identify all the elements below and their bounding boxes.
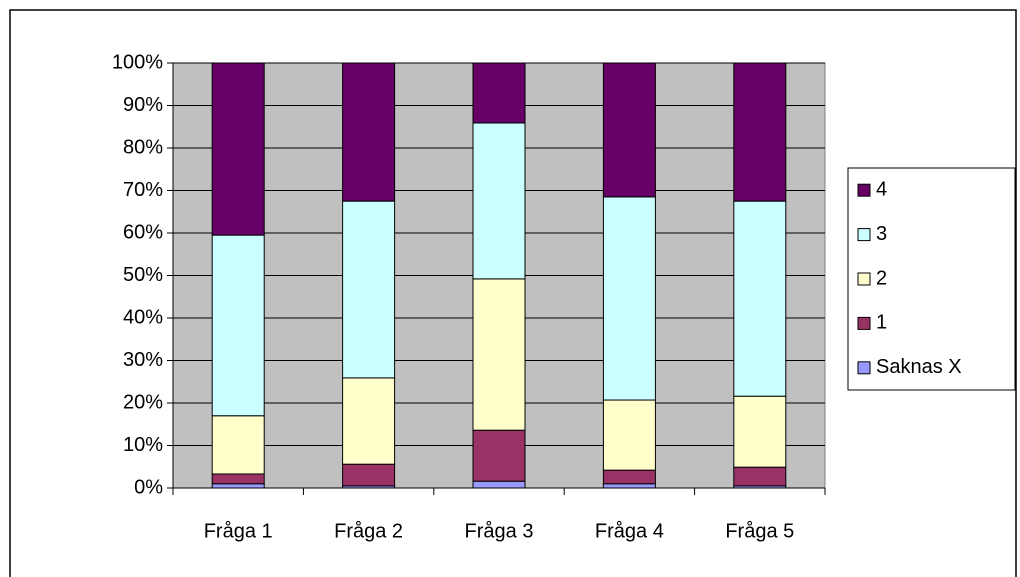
bar-segment <box>733 466 787 487</box>
bar-segment <box>472 278 526 431</box>
bar-segment <box>211 473 265 485</box>
bar-segment <box>472 480 526 489</box>
bar-segment <box>602 469 656 485</box>
bar-segment <box>733 200 787 397</box>
bar-segment <box>602 483 656 489</box>
y-tick-label: 40% <box>123 306 163 328</box>
bar-segment <box>472 429 526 482</box>
bar-segment <box>472 62 526 124</box>
bar-segment <box>211 62 265 236</box>
legend-swatch <box>857 272 871 286</box>
bar-segment <box>211 415 265 475</box>
legend-label: Saknas X <box>876 356 962 378</box>
y-tick-label: 90% <box>123 94 163 116</box>
y-tick-label: 60% <box>123 221 163 243</box>
legend-swatch <box>857 361 871 375</box>
legend-label: 3 <box>876 223 887 245</box>
legend-swatch <box>857 228 871 242</box>
legend-label: 4 <box>876 178 887 200</box>
y-tick-label: 50% <box>123 264 163 286</box>
bar-segment <box>211 234 265 417</box>
y-tick-label: 20% <box>123 391 163 413</box>
bar-segment <box>342 62 396 202</box>
y-tick-label: 80% <box>123 136 163 158</box>
bar-segment <box>733 62 787 202</box>
bar-segment <box>342 463 396 487</box>
x-tick-label: Fråga 1 <box>204 520 273 542</box>
y-tick-label: 30% <box>123 349 163 371</box>
x-tick-label: Fråga 3 <box>465 520 534 542</box>
bar-segment <box>342 200 396 379</box>
legend-swatch <box>857 183 871 197</box>
x-tick-label: Fråga 2 <box>334 520 403 542</box>
y-tick-label: 0% <box>134 476 163 498</box>
y-tick-label: 70% <box>123 179 163 201</box>
bar-segment <box>602 399 656 471</box>
x-tick-label: Fråga 4 <box>595 520 664 542</box>
legend-swatch <box>857 316 871 330</box>
x-tick-label: Fråga 5 <box>725 520 794 542</box>
bar-segment <box>342 377 396 465</box>
bar-segment <box>472 122 526 280</box>
legend-label: 1 <box>876 312 887 334</box>
bar-segment <box>733 395 787 468</box>
y-tick-label: 10% <box>123 434 163 456</box>
y-tick-label: 100% <box>112 51 163 73</box>
legend-box <box>847 167 1016 391</box>
legend-label: 2 <box>876 267 887 289</box>
bar-segment <box>602 62 656 198</box>
bar-segment <box>602 196 656 401</box>
bar-segment <box>211 483 265 489</box>
chart-frame <box>9 9 1017 577</box>
